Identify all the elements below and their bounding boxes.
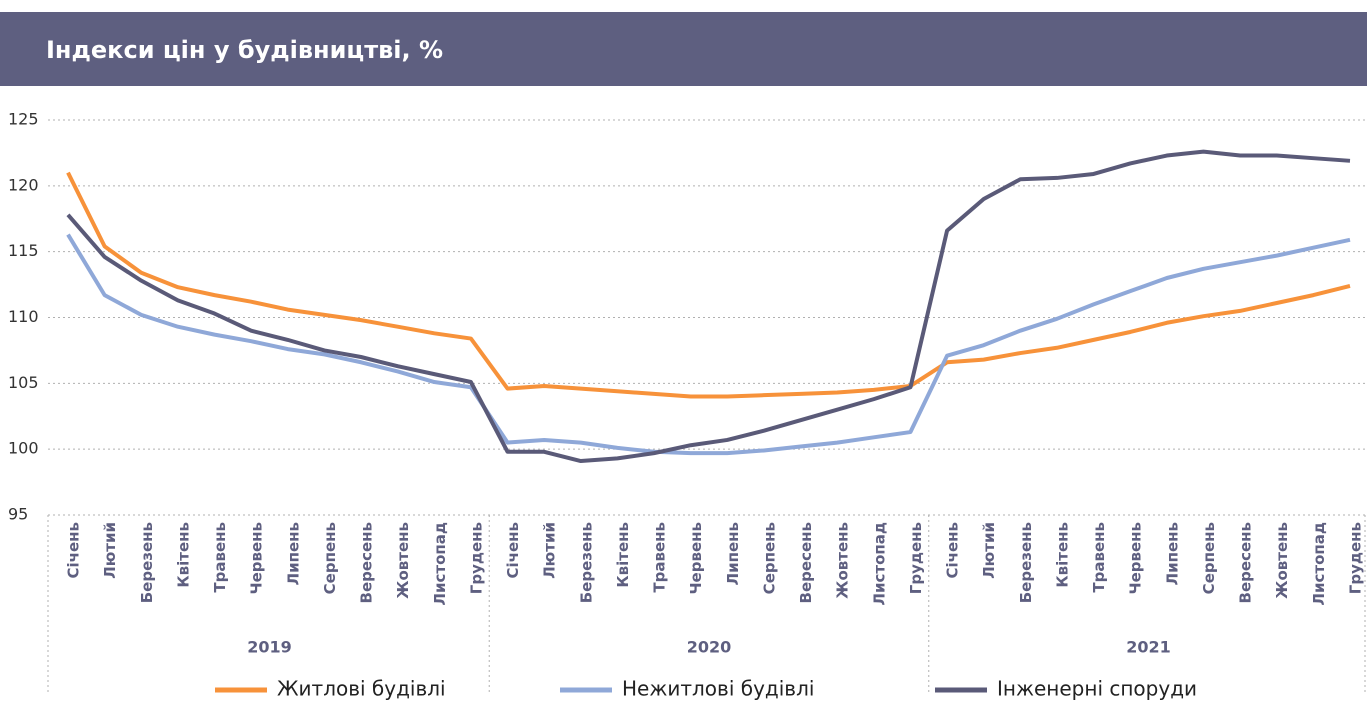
y-tick-label: 105: [8, 373, 39, 392]
x-tick-label: Липень: [1163, 522, 1181, 585]
x-tick-label: Грудень: [467, 522, 485, 594]
x-tick-label: Лютий: [980, 522, 998, 579]
y-tick-label: 125: [8, 110, 39, 129]
x-tick-label: Серпень: [1200, 522, 1218, 594]
x-tick-label: Листопад: [1310, 522, 1328, 605]
x-tick-label: Вересень: [358, 522, 376, 603]
y-tick-label: 115: [8, 241, 39, 260]
chart-title: Індекси цін у будівництві, %: [46, 36, 443, 64]
x-tick-label: Серпень: [321, 522, 339, 594]
x-tick-label: Травень: [651, 522, 669, 593]
x-tick-label: Березень: [138, 522, 156, 603]
x-tick-label: Листопад: [870, 522, 888, 605]
year-label: 2020: [687, 638, 732, 657]
x-tick-label: Квітень: [174, 522, 192, 588]
x-tick-label: Липень: [724, 522, 742, 585]
x-tick-label: Червень: [687, 522, 705, 595]
x-tick-label: Липень: [284, 522, 302, 585]
x-tick-label: Грудень: [907, 522, 925, 594]
y-tick-label: 95: [8, 505, 28, 524]
x-tick-label: Жовтень: [1273, 522, 1291, 599]
x-tick-label: Квітень: [1053, 522, 1071, 588]
series-line: [66, 171, 1351, 399]
legend-label: Нежитлові будівлі: [622, 677, 814, 701]
year-label: 2021: [1126, 638, 1171, 657]
x-tick-label: Лютий: [541, 522, 559, 579]
x-tick-label: Листопад: [431, 522, 449, 605]
legend-label: Інженерні споруди: [997, 677, 1197, 701]
x-tick-label: Травень: [1090, 522, 1108, 593]
x-tick-label: Січень: [65, 522, 83, 578]
x-tick-label: Квітень: [614, 522, 632, 588]
x-tick-label: Червень: [248, 522, 266, 595]
y-tick-label: 110: [8, 307, 39, 326]
series-line: [66, 149, 1351, 464]
x-tick-label: Серпень: [760, 522, 778, 594]
x-tick-label: Січень: [504, 522, 522, 578]
x-tick-label: Березень: [577, 522, 595, 603]
x-tick-label: Жовтень: [834, 522, 852, 599]
header-bar: [0, 12, 1367, 86]
x-tick-label: Січень: [944, 522, 962, 578]
x-tick-label: Травень: [211, 522, 229, 593]
x-tick-label: Вересень: [1237, 522, 1255, 603]
legend-label: Житлові будівлі: [277, 677, 446, 701]
series-line: [66, 233, 1351, 456]
x-tick-label: Червень: [1127, 522, 1145, 595]
year-label: 2019: [247, 638, 292, 657]
x-tick-label: Вересень: [797, 522, 815, 603]
y-tick-label: 120: [8, 175, 39, 194]
y-tick-label: 100: [8, 439, 39, 458]
x-tick-label: Жовтень: [394, 522, 412, 599]
x-tick-label: Лютий: [101, 522, 119, 579]
x-tick-label: Березень: [1017, 522, 1035, 603]
x-tick-label: Грудень: [1347, 522, 1365, 594]
